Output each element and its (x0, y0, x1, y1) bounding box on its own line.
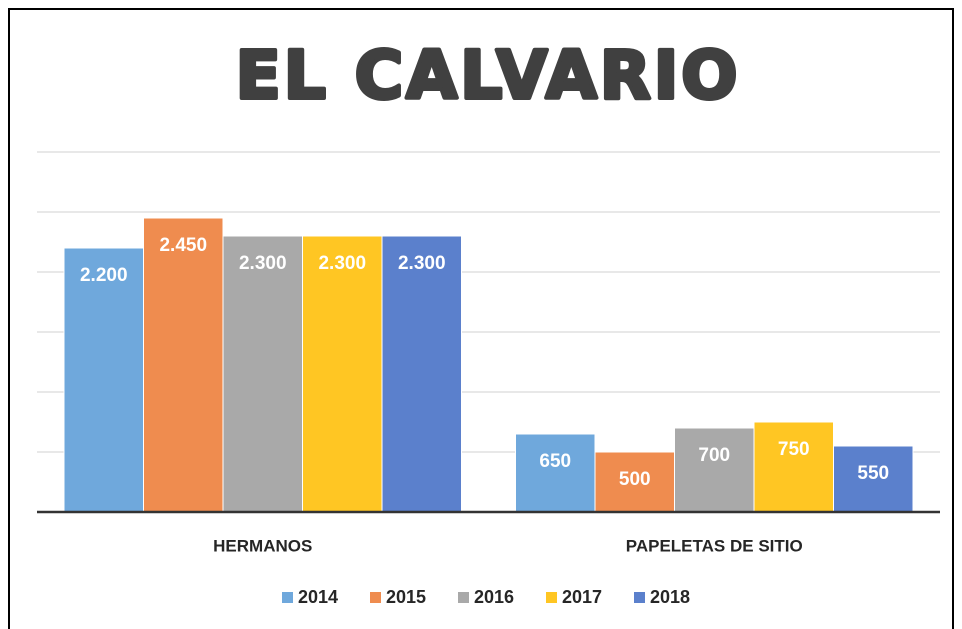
bar (222, 235, 303, 513)
bar (63, 247, 144, 513)
bar (143, 217, 224, 513)
data-label: 750 (778, 439, 810, 460)
data-label: 2.450 (159, 235, 207, 256)
bar (381, 235, 462, 513)
data-label: 500 (619, 469, 651, 490)
legend-swatch (634, 592, 645, 603)
legend-swatch (282, 592, 293, 603)
frame (8, 8, 954, 629)
legend-label: 2015 (386, 587, 426, 607)
data-label: 2.300 (398, 253, 446, 274)
legend-label: 2018 (650, 587, 690, 607)
data-label: 650 (539, 451, 571, 472)
data-label: 2.300 (318, 253, 366, 274)
x-tick-label: HERMANOS (213, 536, 312, 555)
legend-swatch (370, 592, 381, 603)
bar (674, 427, 755, 513)
data-label: 2.200 (80, 265, 128, 286)
data-label: 700 (698, 445, 730, 466)
bar (515, 433, 596, 513)
legend-label: 2014 (298, 587, 338, 607)
x-tick-label: PAPELETAS DE SITIO (626, 536, 803, 555)
legend-swatch (458, 592, 469, 603)
bar (302, 235, 383, 513)
bar (753, 421, 834, 513)
bar (594, 451, 675, 513)
legend-swatch (546, 592, 557, 603)
data-label: 550 (857, 463, 889, 484)
legend-label: 2017 (562, 587, 602, 607)
legend-label: 2016 (474, 587, 514, 607)
chart-title: EL CALVARIO (236, 37, 741, 114)
bar (833, 445, 914, 513)
data-label: 2.300 (239, 253, 287, 274)
